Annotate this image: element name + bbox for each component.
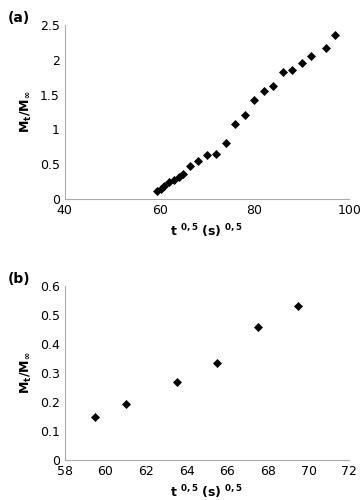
Y-axis label: $\bf{M_t/M_\infty}$: $\bf{M_t/M_\infty}$ xyxy=(19,352,35,395)
Text: (a): (a) xyxy=(8,11,30,25)
Text: (b): (b) xyxy=(8,272,31,286)
Y-axis label: $\bf{M_t/M_\infty}$: $\bf{M_t/M_\infty}$ xyxy=(19,90,35,134)
X-axis label: $\bf{t}$ $^{\bf{0,5}}$ $\bf{(s)}$ $^{\bf{0,5}}$: $\bf{t}$ $^{\bf{0,5}}$ $\bf{(s)}$ $^{\bf… xyxy=(171,222,243,240)
X-axis label: $\bf{t}$ $^{\bf{0,5}}$ $\bf{(s)}$ $^{\bf{0,5}}$: $\bf{t}$ $^{\bf{0,5}}$ $\bf{(s)}$ $^{\bf… xyxy=(171,484,243,500)
